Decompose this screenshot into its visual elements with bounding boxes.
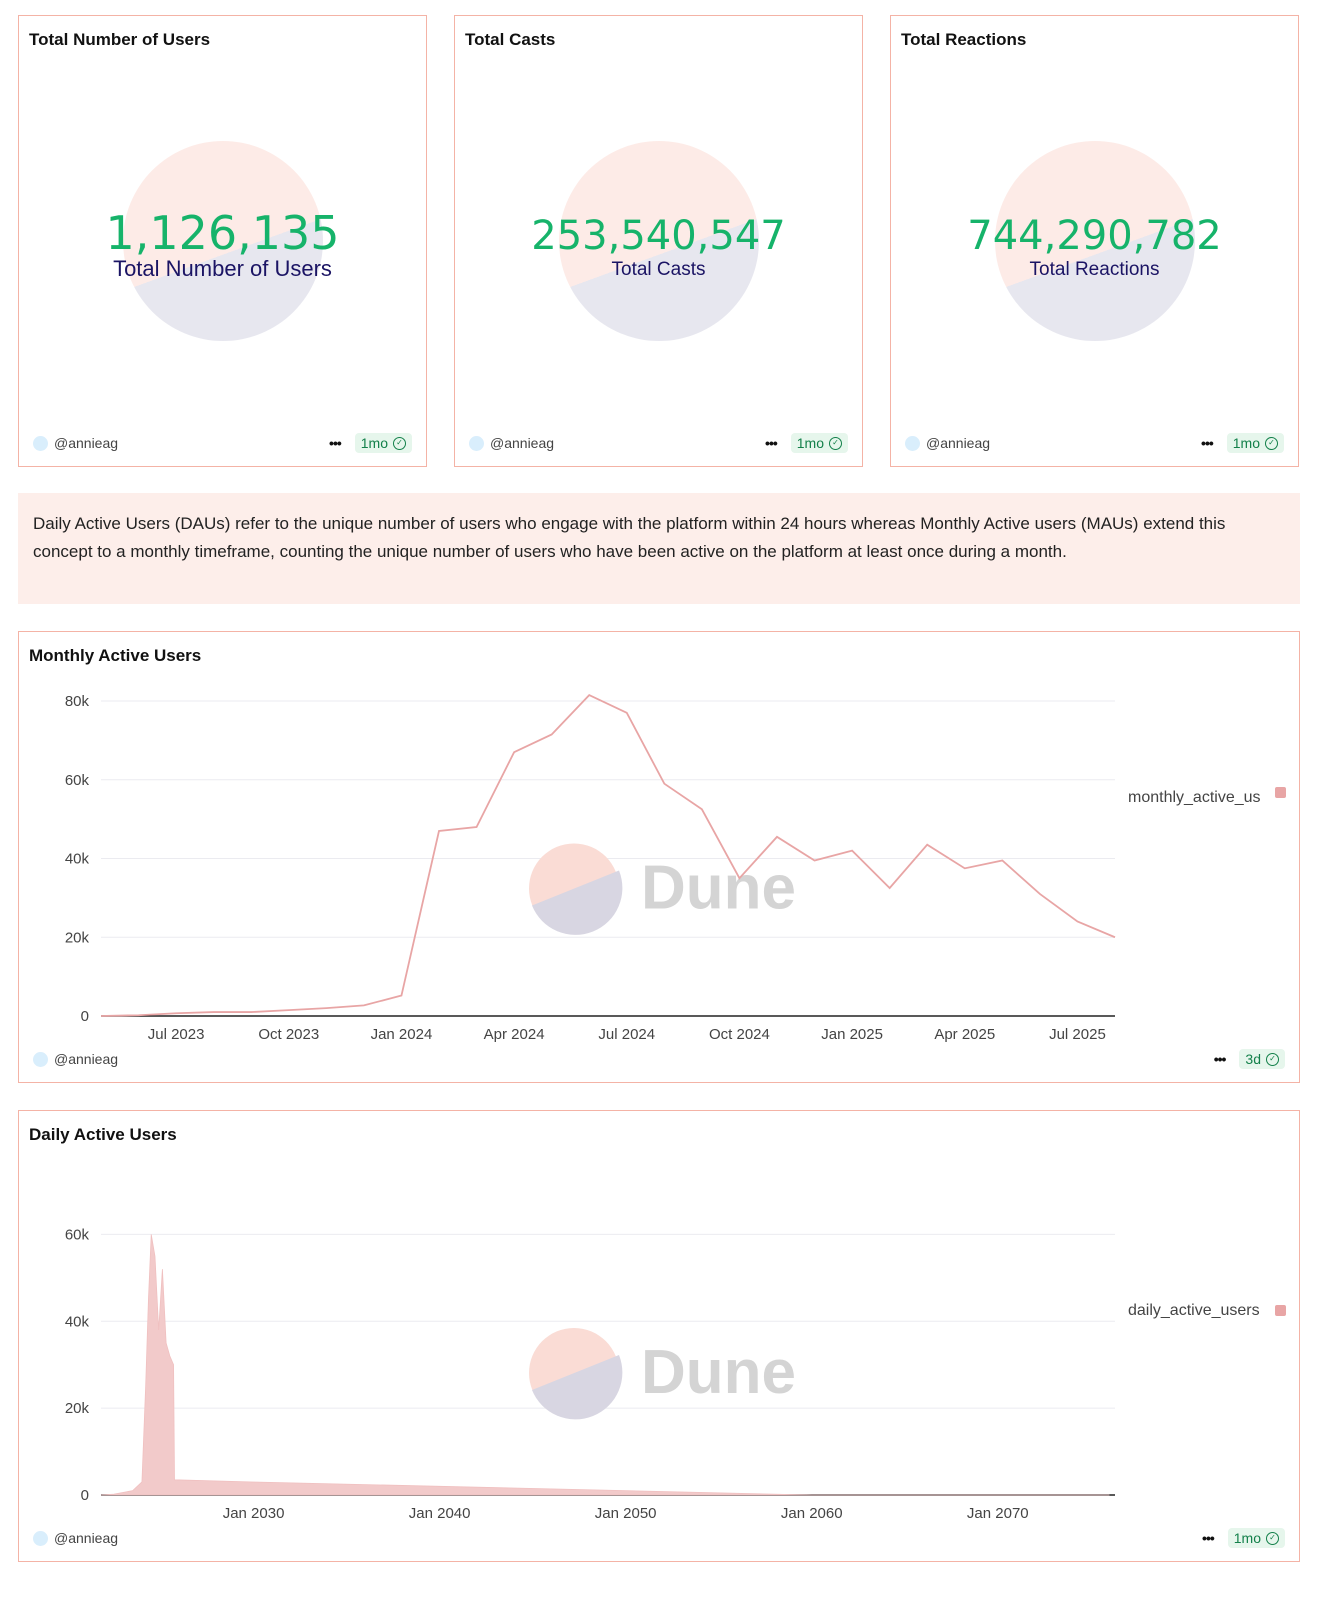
freshness-badge: 1mo ✓ (1226, 433, 1284, 453)
y-tick-label: 20k (65, 1400, 90, 1417)
card-title: Total Reactions (901, 30, 1027, 49)
dau-series-area (100, 1234, 1110, 1496)
counter-label: Total Casts (611, 259, 706, 280)
x-tick-label: Oct 2023 (258, 1026, 319, 1043)
counter-card-reactions: Total Reactions 744,290,782 Total Reacti… (890, 15, 1299, 467)
x-tick-label: Jan 2040 (409, 1505, 471, 1522)
freshness-badge: 3d ✓ (1239, 1049, 1285, 1069)
age-text: 3d (1245, 1051, 1261, 1067)
mau-series-line (100, 694, 1116, 1017)
x-tick-label: Jan 2024 (371, 1026, 433, 1043)
y-tick-label: 40k (65, 851, 90, 868)
more-options-icon[interactable]: ••• (1202, 1530, 1215, 1546)
y-tick-label: 0 (81, 1008, 89, 1025)
more-options-icon[interactable]: ••• (1213, 1051, 1227, 1067)
check-icon: ✓ (1266, 1052, 1279, 1066)
age-text: 1mo (796, 435, 824, 451)
age-text: 1mo (1232, 435, 1260, 451)
x-tick-label: Jul 2024 (598, 1026, 655, 1043)
x-tick-label: Jul 2023 (148, 1026, 205, 1043)
author-link[interactable]: @annieag (54, 1051, 119, 1067)
avatar (33, 435, 48, 451)
x-tick-label: Jan 2070 (967, 1505, 1029, 1522)
check-icon: ✓ (1265, 436, 1278, 450)
author-link[interactable]: @annieag (54, 1530, 119, 1546)
freshness-badge: 1mo ✓ (354, 433, 412, 453)
more-options-icon[interactable]: ••• (765, 435, 778, 451)
dune-logo-icon (122, 141, 323, 341)
counter-label: Total Reactions (1029, 259, 1160, 280)
dune-logo-icon (994, 141, 1195, 341)
freshness-badge: 1mo ✓ (790, 433, 848, 453)
more-options-icon[interactable]: ••• (1201, 435, 1214, 451)
x-tick-label: Jan 2025 (821, 1026, 883, 1043)
author-link[interactable]: @annieag (490, 435, 555, 451)
counter-card-users: Total Number of Users 1,126,135 Total Nu… (18, 15, 427, 467)
dune-watermark-text: Dune (641, 854, 796, 923)
counter-value: 1,126,135 (105, 206, 340, 260)
age-text: 1mo (1233, 1530, 1261, 1546)
legend-swatch (1275, 787, 1286, 798)
dune-watermark-icon (532, 870, 623, 935)
avatar (905, 435, 920, 451)
avatar (469, 435, 484, 451)
chart-title: Monthly Active Users (29, 646, 202, 665)
chart-title: Daily Active Users (29, 1125, 177, 1144)
y-tick-label: 0 (81, 1487, 89, 1504)
legend-label: daily_active_users (1128, 1302, 1260, 1319)
y-tick-label: 40k (65, 1313, 90, 1330)
x-tick-label: Jan 2030 (223, 1505, 285, 1522)
check-icon: ✓ (829, 436, 842, 450)
avatar (33, 1530, 48, 1546)
card-title: Total Number of Users (29, 30, 211, 49)
description-text: Daily Active Users (DAUs) refer to the u… (18, 493, 1300, 604)
x-tick-label: Apr 2025 (934, 1026, 995, 1043)
mau-chart: 0 20k 40k 60k 80k Dune monthly_active_us Jul 20… (65, 693, 1286, 1043)
check-icon: ✓ (1266, 1531, 1279, 1545)
avatar (33, 1051, 48, 1067)
dau-chart: 0 20k 40k 60k Dune daily_active_users Jan 2030… (65, 1226, 1286, 1522)
y-tick-label: 80k (65, 693, 90, 710)
age-text: 1mo (360, 435, 388, 451)
check-icon: ✓ (393, 436, 406, 450)
dune-watermark-icon (532, 1355, 623, 1420)
dune-watermark-text: Dune (641, 1338, 796, 1407)
mau-chart-card: Monthly Active Users 0 20k 40k 60k 80k Dune mo… (18, 631, 1300, 1083)
counter-label: Total Number of Users (113, 256, 332, 281)
y-tick-label: 60k (65, 772, 90, 789)
freshness-badge: 1mo ✓ (1227, 1528, 1285, 1548)
counter-card-casts: Total Casts 253,540,547 Total Casts @ann… (454, 15, 863, 467)
more-options-icon[interactable]: ••• (329, 435, 342, 451)
counter-value: 744,290,782 (967, 213, 1222, 259)
y-tick-label: 60k (65, 1226, 90, 1243)
author-link[interactable]: @annieag (926, 435, 991, 451)
x-tick-label: Jan 2060 (781, 1505, 843, 1522)
legend-swatch (1275, 1305, 1286, 1316)
card-title: Total Casts (465, 30, 556, 49)
x-tick-label: Oct 2024 (709, 1026, 770, 1043)
author-link[interactable]: @annieag (54, 435, 119, 451)
dau-chart-card: Daily Active Users 0 20k 40k 60k Dune daily_a… (18, 1110, 1300, 1562)
y-tick-label: 20k (65, 929, 90, 946)
x-tick-label: Jan 2050 (595, 1505, 657, 1522)
counter-value: 253,540,547 (531, 213, 786, 259)
legend-label: monthly_active_us (1128, 789, 1261, 806)
x-tick-label: Jul 2025 (1049, 1026, 1106, 1043)
x-tick-label: Apr 2024 (484, 1026, 545, 1043)
dune-logo-icon (558, 141, 759, 341)
